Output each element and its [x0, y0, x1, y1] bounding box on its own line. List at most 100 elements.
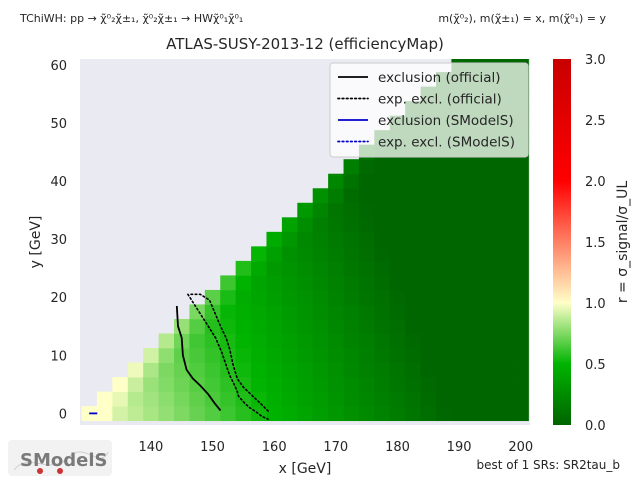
heatmap-cell [358, 260, 375, 276]
heatmap-cell [420, 275, 437, 291]
heatmap-cell [513, 318, 529, 334]
heatmap-cell [374, 246, 391, 262]
heatmap-cell [220, 391, 237, 407]
heatmap-cell [297, 304, 314, 320]
heatmap-cell [451, 231, 468, 247]
x-tick-label: 190 [447, 440, 472, 455]
heatmap-cell [482, 362, 499, 378]
heatmap-cell [312, 406, 329, 422]
heatmap-cell [235, 362, 252, 378]
heatmap-cell [297, 318, 314, 334]
heatmap-cell [158, 333, 175, 349]
heatmap-cell [405, 304, 421, 320]
heatmap-cell [435, 173, 452, 189]
heatmap-cell [405, 188, 421, 204]
heatmap-cell [482, 202, 499, 218]
heatmap-cell [328, 333, 344, 349]
heatmap-cell [405, 275, 421, 291]
heatmap-cell [389, 173, 406, 189]
y-tick-label: 10 [50, 349, 67, 364]
heatmap-cell [328, 246, 344, 262]
heatmap-cell [374, 260, 391, 276]
heatmap-cell [266, 406, 283, 422]
smodels-logo: SModelS [8, 440, 112, 476]
heatmap-cell [482, 333, 499, 349]
colorbar-gradient [553, 59, 571, 425]
heatmap-cell [497, 188, 514, 204]
heatmap-cell [281, 246, 298, 262]
heatmap-cell [343, 289, 360, 305]
heatmap-cell [204, 289, 221, 305]
heatmap-cell [466, 246, 483, 262]
heatmap-cell [451, 391, 468, 407]
heatmap-cell [451, 348, 468, 363]
heatmap-cell [513, 173, 529, 189]
heatmap-cell [235, 304, 252, 320]
heatmap-cell [374, 188, 391, 204]
heatmap-cell [358, 289, 375, 305]
heatmap-cell [513, 304, 529, 320]
heatmap-cell [251, 289, 267, 305]
heatmap-cell [420, 217, 437, 233]
y-tick-label: 0 [59, 407, 67, 422]
heatmap-cell [466, 406, 483, 422]
heatmap-cell [389, 159, 406, 175]
heatmap-cell [312, 333, 329, 349]
heatmap-cell [235, 348, 252, 363]
colorbar-tick-label: 2.5 [585, 114, 606, 129]
heatmap-cell [497, 377, 514, 392]
heatmap-cell [343, 260, 360, 276]
heatmap-cell [374, 173, 391, 189]
heatmap-cell [266, 362, 283, 378]
contour-line [187, 293, 269, 421]
heatmap-cell [389, 275, 406, 291]
heatmap-cell [235, 406, 252, 422]
heatmap-cell [358, 202, 375, 218]
heatmap-cell [513, 159, 529, 175]
heatmap-cell [251, 275, 267, 291]
heatmap-cell [343, 173, 360, 189]
heatmap-cell [328, 275, 344, 291]
heatmap-cell [281, 289, 298, 305]
heatmap-cell [497, 406, 514, 422]
heatmap-cell [235, 333, 252, 349]
x-tick-label: 170 [323, 440, 348, 455]
footnote: best of 1 SRs: SR2tau_b [476, 458, 620, 472]
heatmap-cell [513, 362, 529, 378]
heatmap-cell [328, 362, 344, 378]
heatmap-cell [189, 318, 206, 334]
heatmap-cell [266, 318, 283, 334]
heatmap-cell [497, 391, 514, 407]
heatmap-cell [374, 217, 391, 233]
x-tick-label: 160 [262, 440, 287, 455]
x-tick-label: 150 [200, 440, 225, 455]
heatmap-cell [466, 188, 483, 204]
heatmap-cell [127, 377, 144, 392]
heatmap-cell [358, 217, 375, 233]
heatmap-cell [328, 406, 344, 422]
heatmap-cell [374, 304, 391, 320]
heatmap-cell [405, 318, 421, 334]
heatmap-cell [482, 377, 499, 392]
heatmap-cell [497, 246, 514, 262]
heatmap-cell [328, 231, 344, 247]
heatmap-cell [281, 377, 298, 392]
heatmap-cell [251, 391, 267, 407]
heatmap-cell [420, 348, 437, 363]
heatmap-cell [312, 362, 329, 378]
heatmap-cell [497, 333, 514, 349]
heatmap-cell [266, 333, 283, 349]
heatmap-cell [482, 275, 499, 291]
heatmap-cell [466, 231, 483, 247]
heatmap-cell [435, 333, 452, 349]
heatmap-cell [374, 362, 391, 378]
heatmap-cell [482, 217, 499, 233]
colorbar: 0.0 0.5 1.0 1.5 2.0 2.5 3.0 [553, 53, 606, 434]
heatmap-cell [96, 406, 113, 422]
heatmap-cell [466, 289, 483, 305]
heatmap-cell [297, 391, 314, 407]
heatmap-cell [420, 289, 437, 305]
contour-line [175, 305, 222, 412]
heatmap-cell [374, 377, 391, 392]
heatmap-cell [204, 304, 221, 320]
